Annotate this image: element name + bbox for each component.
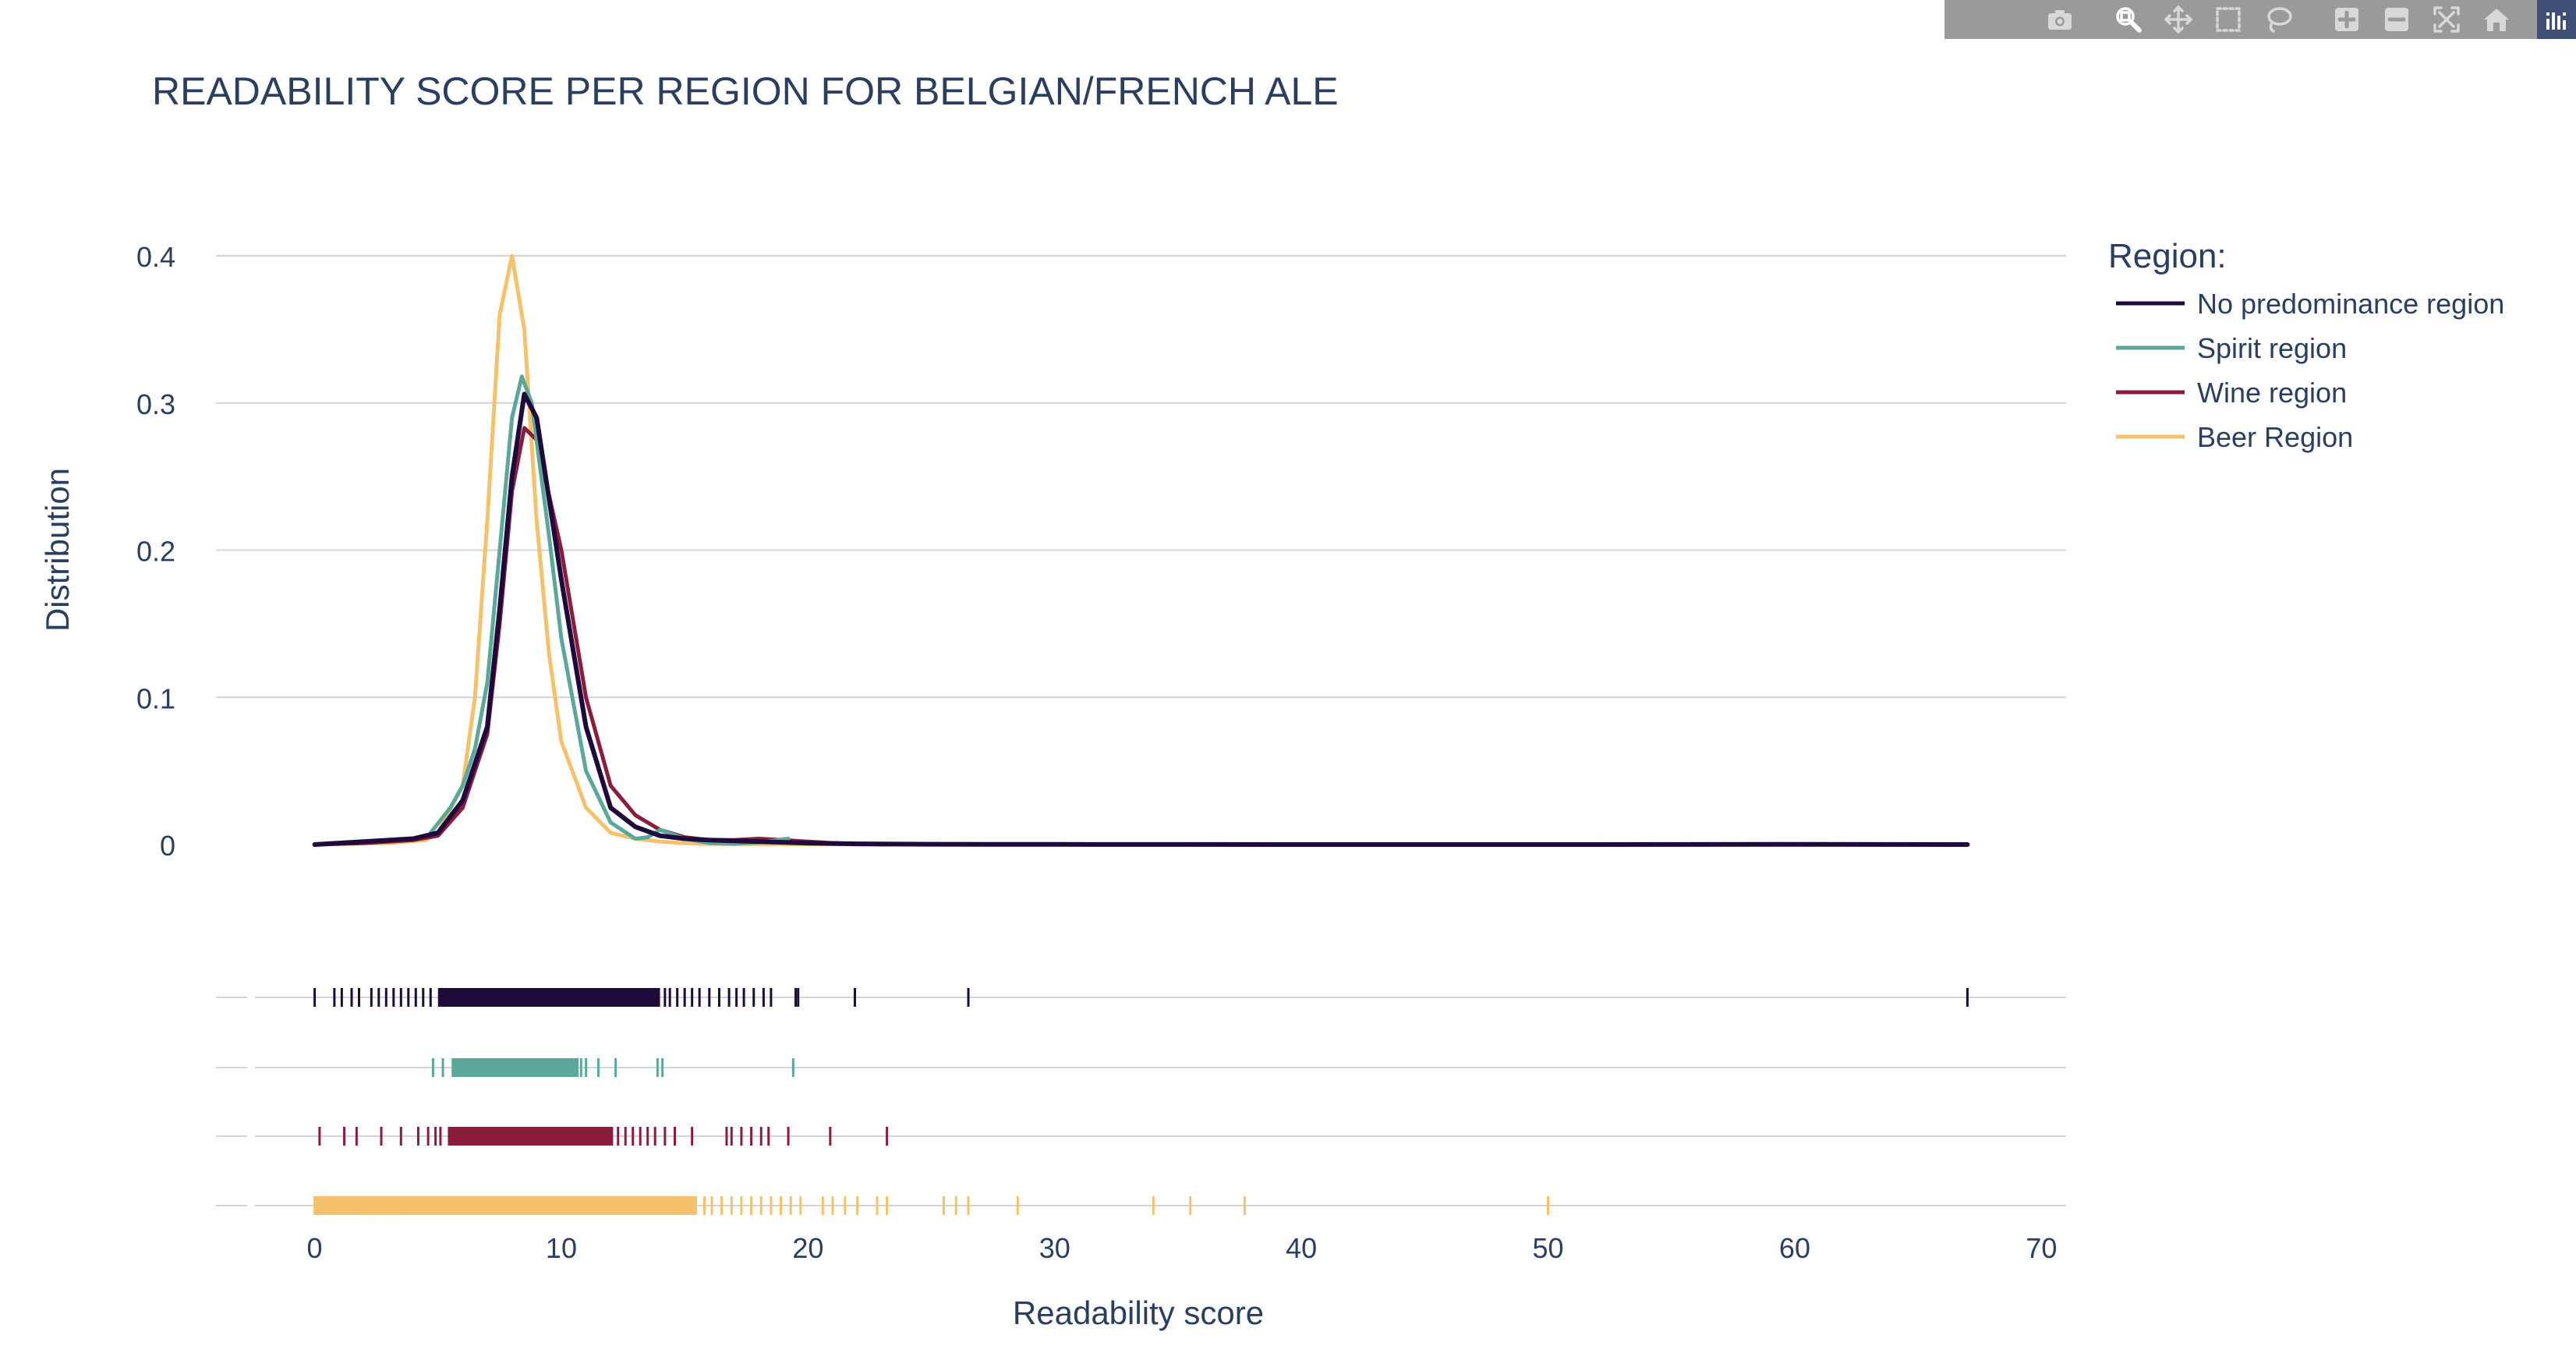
zoom-in-icon[interactable] [2322,0,2372,39]
y-tick-label: 0.3 [136,388,175,420]
toolbar-group-zoom [2322,0,2521,39]
x-tick-label: 30 [1039,1232,1070,1264]
legend-item[interactable]: No predominance region [2116,288,2504,320]
y-tick-label: 0.4 [136,241,175,273]
x-tick-label: 20 [792,1232,823,1264]
y-axis-label: Distribution [39,468,76,632]
legend-items[interactable]: No predominance region Spirit region Wine … [2116,288,2504,453]
x-tick-label: 50 [1533,1232,1564,1264]
toolbar-group-export [2035,0,2085,39]
y-tick-label: 0.2 [136,536,175,568]
camera-icon[interactable] [2035,0,2085,39]
legend-title: Region: [2108,237,2227,275]
lasso-select-icon[interactable] [2253,0,2303,39]
rug-band [437,988,660,1007]
x-tick-label: 0 [307,1232,323,1264]
y-tick-label: 0 [160,830,175,862]
legend-label: Beer Region [2197,421,2353,453]
y-tick-label: 0.1 [136,682,175,714]
x-tick-label: 10 [546,1232,577,1264]
rug-band [452,1058,579,1077]
legend-item[interactable]: Spirit region [2116,332,2347,364]
axis-layer: 0 0.1 0.2 0.3 0.4 0 10 20 30 40 50 60 70 [136,241,2057,1264]
zoom-out-icon[interactable] [2372,0,2422,39]
x-tick-label: 40 [1286,1232,1317,1264]
series-line[interactable] [312,391,1970,847]
legend-label: Spirit region [2197,332,2347,364]
reset-axes-icon[interactable] [2472,0,2521,39]
pan-icon[interactable] [2153,0,2203,39]
series-line[interactable] [313,426,890,847]
legend-label: Wine region [2197,377,2347,409]
x-tick-label: 70 [2026,1232,2057,1264]
x-axis-label: Readability score [1013,1294,1264,1331]
line-layer[interactable] [312,253,1970,847]
legend: Region: No predominance region Spirit reg… [2108,237,2504,453]
plotly-logo-icon[interactable] [2537,0,2576,39]
chart-title: READABILITY SCORE PER REGION FOR BELGIAN… [152,69,1339,113]
legend-item[interactable]: Beer Region [2116,421,2353,453]
legend-item[interactable]: Wine region [2116,377,2347,409]
toolbar-group-drag [2104,0,2303,39]
plot-toolbar [1944,0,2576,39]
autoscale-icon[interactable] [2422,0,2472,39]
x-tick-label: 60 [1779,1232,1810,1264]
rug-band [448,1127,614,1146]
rug-band [314,1196,697,1215]
rug-layer [216,988,2066,1215]
legend-label: No predominance region [2197,288,2504,320]
box-select-icon[interactable] [2203,0,2253,39]
zoom-icon[interactable] [2104,0,2153,39]
